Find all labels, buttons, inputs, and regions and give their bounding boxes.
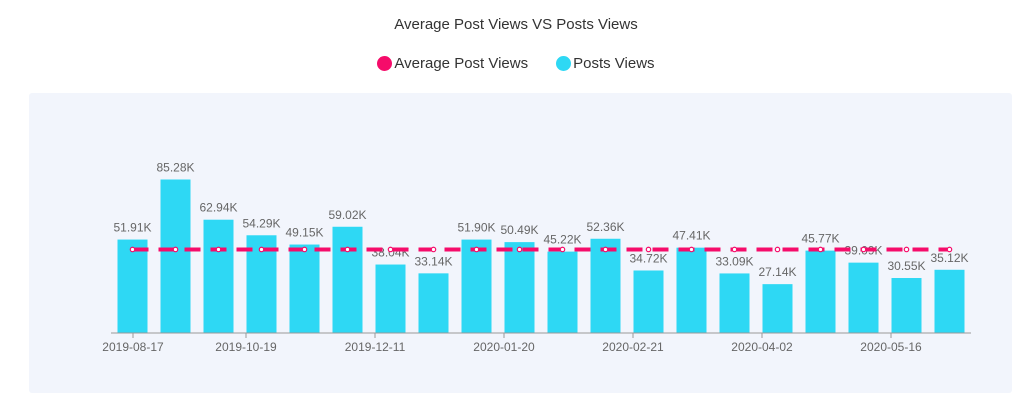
bar-2020-02-01[interactable]	[547, 251, 578, 333]
bar-2020-05-16[interactable]	[891, 278, 922, 333]
bar-2019-12-11[interactable]	[375, 264, 406, 333]
bar-2020-04-15[interactable]	[805, 250, 836, 333]
bar-label-2020-02-21: 34.72K	[629, 252, 667, 266]
average-point-2019-11-18[interactable]	[344, 246, 351, 253]
average-point-2020-02-01[interactable]	[559, 246, 566, 253]
legend-label-average: Average Post Views	[394, 55, 529, 72]
average-point-2019-12-27[interactable]	[430, 246, 437, 253]
average-point-2019-11-02[interactable]	[301, 246, 308, 253]
bar-2020-03-17[interactable]	[719, 273, 750, 333]
bar-label-2019-09-21: 62.94K	[199, 201, 237, 215]
bar-label-2019-12-27: 33.14K	[414, 254, 452, 268]
bar-label-2019-10-19: 54.29K	[242, 216, 280, 230]
legend-label-posts: Posts Views	[573, 55, 655, 72]
bar-label-2020-02-12: 52.36K	[586, 220, 624, 234]
bar-2020-03-06[interactable]	[676, 247, 707, 333]
bar-label-2020-02-01: 45.22K	[543, 233, 581, 247]
average-point-2020-01-20[interactable]	[516, 246, 523, 253]
bar-2019-09-06[interactable]	[160, 179, 191, 333]
average-point-2020-02-12[interactable]	[602, 246, 609, 253]
average-point-2019-08-17[interactable]	[129, 246, 136, 253]
bar-2020-01-20[interactable]	[504, 242, 535, 333]
average-point-2019-09-21[interactable]	[215, 246, 222, 253]
bar-label-2020-05-16: 30.55K	[887, 259, 925, 273]
bar-label-2020-01-20: 50.49K	[500, 223, 538, 237]
x-tick-label-2019-12-11: 2019-12-11	[345, 340, 406, 354]
x-tick-label-2020-02-21: 2020-02-21	[602, 340, 664, 354]
x-tick-label-2020-05-16: 2020-05-16	[860, 340, 922, 354]
average-point-2019-10-19[interactable]	[258, 246, 265, 253]
bar-2020-04-02[interactable]	[762, 284, 793, 333]
bar-label-2019-08-17: 51.91K	[113, 221, 151, 235]
legend-item-posts[interactable]: Posts Views	[556, 55, 655, 72]
average-point-2019-12-11[interactable]	[387, 246, 394, 253]
bar-2019-08-17[interactable]	[117, 239, 148, 333]
average-point-2020-05-16[interactable]	[903, 246, 910, 253]
average-point-2020-04-28[interactable]	[860, 246, 867, 253]
bar-label-2020-03-06: 47.41K	[672, 229, 710, 243]
bar-2020-02-12[interactable]	[590, 238, 621, 333]
bar-label-2020-01-05: 51.90K	[457, 221, 495, 235]
bar-label-2020-05-28: 35.12K	[930, 251, 968, 265]
average-point-2020-04-15[interactable]	[817, 246, 824, 253]
bar-2020-05-28[interactable]	[934, 269, 965, 333]
average-point-2020-03-17[interactable]	[731, 246, 738, 253]
average-point-2020-03-06[interactable]	[688, 246, 695, 253]
bar-2019-12-27[interactable]	[418, 273, 449, 333]
x-tick-label-2020-04-02: 2020-04-02	[731, 340, 793, 354]
bar-label-2020-03-17: 33.09K	[715, 254, 753, 268]
bar-label-2020-04-02: 27.14K	[758, 265, 796, 279]
bar-label-2020-04-15: 45.77K	[801, 232, 839, 246]
bar-2020-04-28[interactable]	[848, 262, 879, 333]
x-tick-label-2019-08-17: 2019-08-17	[102, 340, 164, 354]
average-point-2020-05-28[interactable]	[946, 246, 953, 253]
legend: Average Post Views Posts Views	[0, 55, 1032, 72]
bar-label-2019-09-06: 85.28K	[156, 160, 194, 174]
bar-label-2019-11-02: 49.15K	[285, 226, 323, 240]
x-tick-label-2019-10-19: 2019-10-19	[215, 340, 277, 354]
bar-label-2019-11-18: 59.02K	[328, 208, 366, 222]
x-tick-label-2020-01-20: 2020-01-20	[473, 340, 535, 354]
bar-2019-11-02[interactable]	[289, 244, 320, 333]
bar-2019-11-18[interactable]	[332, 226, 363, 333]
chart-title: Average Post Views VS Posts Views	[394, 16, 638, 33]
legend-dot-average	[377, 56, 393, 71]
average-point-2020-02-21[interactable]	[645, 246, 652, 253]
average-point-2020-01-05[interactable]	[473, 246, 480, 253]
average-point-2020-04-02[interactable]	[774, 246, 781, 253]
bar-2019-09-21[interactable]	[203, 219, 234, 333]
bar-2020-01-05[interactable]	[461, 239, 492, 333]
legend-dot-posts	[556, 56, 572, 71]
bar-2020-02-21[interactable]	[633, 270, 664, 333]
average-point-2019-09-06[interactable]	[172, 246, 179, 253]
legend-item-average[interactable]: Average Post Views	[377, 55, 528, 72]
